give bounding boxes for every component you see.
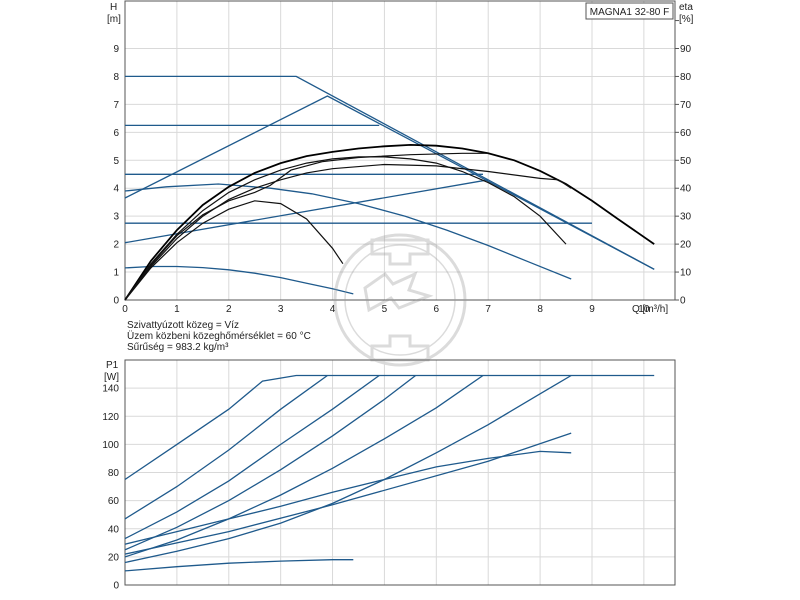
head-chart-ticks: 0 1 2 3 4 5 6 7 8 9 100123456789010203040506070809… — [113, 20, 692, 315]
y2-axis-label: eta — [679, 2, 693, 13]
x-tick-label: 7 — [485, 304, 491, 315]
p1-tick-label: 100 — [102, 440, 119, 451]
y-tick-label: 2 — [113, 240, 119, 251]
head-chart-grid — [124, 1, 675, 301]
y2-tick-label: 30 — [680, 212, 692, 223]
series-p-max — [124, 374, 655, 481]
power-chart-frame — [124, 359, 676, 586]
x-tick-label: 2 — [226, 304, 232, 315]
y-tick-label: 0 — [113, 296, 119, 307]
y2-tick-label: 90 — [680, 44, 692, 55]
p1-axis-label: P1 — [106, 360, 119, 371]
info-line-fluid: Szivattyúzott közeg = Víz — [127, 320, 239, 331]
p1-tick-label: 20 — [108, 552, 120, 563]
chart-title-box — [585, 2, 674, 20]
y2-tick-label: 0 — [680, 296, 686, 307]
x-tick-label: 6 — [434, 304, 440, 315]
x-tick-label: 9 — [589, 304, 595, 315]
y2-tick-label: 80 — [680, 72, 692, 83]
series-prop-low — [124, 179, 489, 244]
y2-tick-label: 40 — [680, 184, 692, 195]
series-prop-pressure-max — [124, 95, 655, 270]
head-chart-series — [124, 75, 655, 301]
p1-tick-label: 140 — [102, 384, 119, 395]
y-tick-label: 4 — [113, 184, 119, 195]
power-chart-grid — [124, 360, 675, 586]
x-tick-label: 8 — [537, 304, 543, 315]
head-chart-frame — [124, 0, 676, 301]
series-curve-mid — [124, 183, 572, 280]
x-tick-label: 4 — [330, 304, 336, 315]
y-tick-label: 7 — [113, 100, 119, 111]
series-p-4 — [124, 374, 416, 551]
y2-tick-label: 10 — [680, 268, 692, 279]
x-tick-label: 3 — [278, 304, 284, 315]
series-p-7 — [124, 450, 572, 545]
p1-tick-label: 80 — [108, 468, 120, 479]
series-p-6 — [124, 374, 572, 564]
x-tick-label: 5 — [382, 304, 388, 315]
series-p-2 — [124, 374, 328, 520]
y-axis-label-top: H — [110, 2, 117, 13]
series-p-8 — [124, 432, 572, 555]
p1-tick-label: 120 — [102, 412, 119, 423]
series-p-5 — [124, 374, 484, 558]
chart-title: MAGNA1 32-80 F — [590, 7, 669, 18]
p1-axis-unit: [W] — [104, 372, 119, 383]
p1-tick-label: 0 — [113, 581, 119, 592]
x-tick-label: 10 — [638, 304, 650, 315]
y-tick-label: 5 — [113, 156, 119, 167]
series-p-3 — [124, 374, 380, 540]
series-p-min — [124, 559, 354, 572]
y2-tick-label: 60 — [680, 128, 692, 139]
y2-tick-label: 70 — [680, 100, 692, 111]
p1-tick-label: 60 — [108, 496, 120, 507]
y2-axis-unit: [%] — [679, 14, 694, 25]
x-axis-label: Q [m³/h] — [632, 304, 668, 315]
p1-tick-label: 40 — [108, 524, 120, 535]
info-line-density: Sűrűség = 983.2 kg/m³ — [127, 342, 229, 353]
y-tick-label: 3 — [113, 212, 119, 223]
x-tick-label: 0 — [122, 304, 128, 315]
series-curve-min — [124, 265, 354, 295]
x-tick-label: 1 — [174, 304, 180, 315]
y2-tick-label: 50 — [680, 156, 692, 167]
series-max-speed — [125, 75, 655, 270]
y2-tick-label: 20 — [680, 240, 692, 251]
series-eff-5 — [124, 152, 489, 301]
info-line-temperature: Üzem közbeni közeghőmérséklet = 60 °C — [127, 330, 311, 342]
power-chart-series — [124, 374, 655, 572]
y-axis-unit-top: [m] — [107, 14, 121, 25]
series-eff-4 — [124, 163, 572, 301]
y-tick-label: 9 — [113, 44, 119, 55]
y-tick-label: 1 — [113, 268, 119, 279]
y-tick-label: 6 — [113, 128, 119, 139]
watermark-logo-icon — [333, 233, 467, 367]
series-eff-3 — [124, 200, 344, 301]
power-chart-ticks: 0 20 40 60 80 100 120 140 — [102, 384, 119, 592]
y-tick-label: 8 — [113, 72, 119, 83]
series-eff-2 — [124, 156, 567, 301]
